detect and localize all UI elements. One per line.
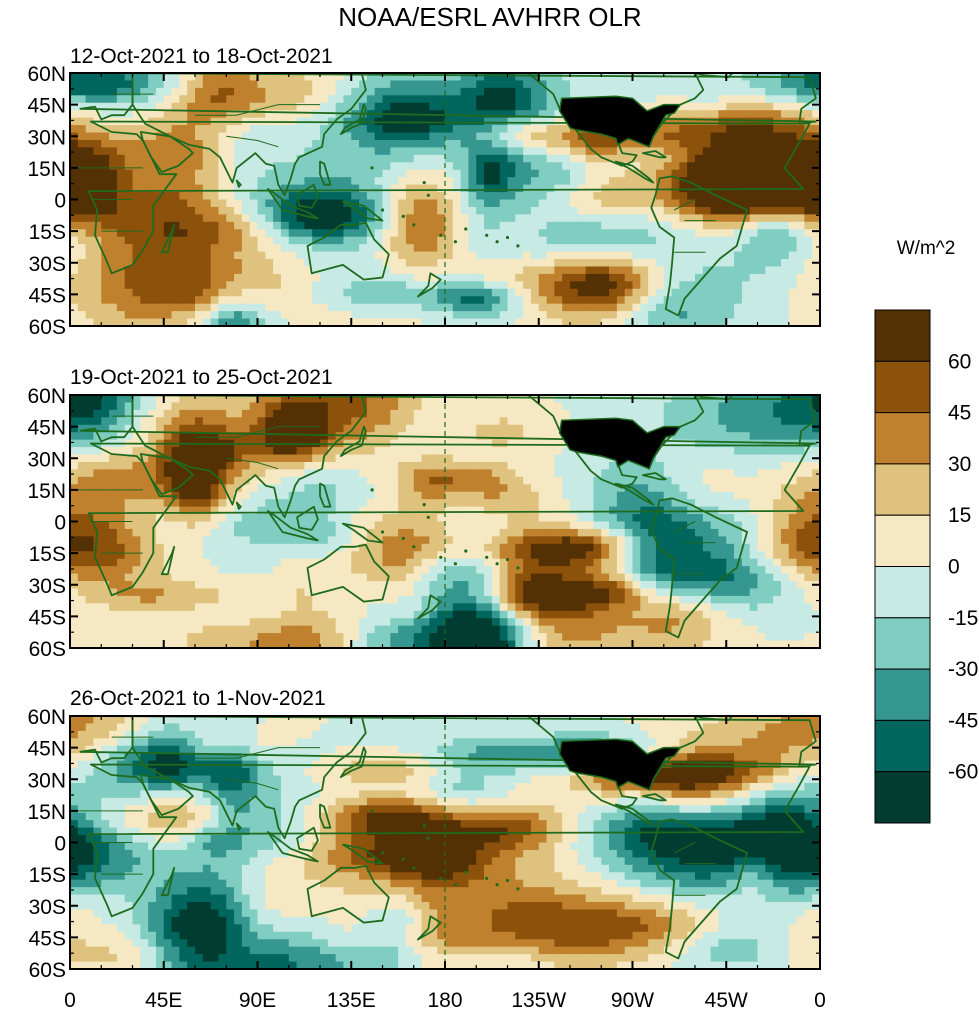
panel-2-coastlines bbox=[70, 395, 817, 639]
lat-tick-label: 30N bbox=[27, 769, 66, 792]
lat-tick-label: 15S bbox=[29, 221, 66, 244]
colorbar-tick-label: -30 bbox=[948, 658, 978, 681]
colorbar-tick-label: 60 bbox=[948, 350, 971, 373]
lon-tick-label: 0 bbox=[64, 989, 76, 1012]
panel-1-coastlines bbox=[70, 73, 817, 317]
lat-tick-label: 0 bbox=[54, 512, 66, 535]
lat-tick-label: 15N bbox=[27, 158, 66, 181]
lat-tick-label: 30N bbox=[27, 448, 66, 471]
colorbar-tick-label: -45 bbox=[948, 709, 978, 732]
lat-tick-label: 15S bbox=[29, 543, 66, 566]
lat-tick-label: 30S bbox=[29, 253, 66, 276]
map-panel-1: 12-Oct-2021 to 18-Oct-2021 60N 45N 30N 15N 0… bbox=[27, 45, 821, 339]
colorbar-boxes: 60 45 30 15 0 -15 -30 -45 -60 bbox=[874, 309, 978, 824]
lat-tick-label: 45S bbox=[29, 606, 66, 629]
panel-1-axes: 60N 45N 30N 15N 0 15S 30S 45S 60S bbox=[27, 63, 821, 339]
colorbar-tick-label: 45 bbox=[948, 402, 971, 425]
lat-tick-label: 0 bbox=[54, 833, 66, 856]
map-panel-2: 19-Oct-2021 to 25-Oct-2021 60N 45N 30N 15N 0… bbox=[27, 366, 821, 661]
lon-tick-label: 180 bbox=[427, 989, 462, 1012]
colorbar-tick-label: 30 bbox=[948, 453, 971, 476]
lon-tick-label: 90W bbox=[611, 989, 654, 1012]
lon-tick-label: 0 bbox=[814, 989, 826, 1012]
lon-tick-label: 135W bbox=[511, 989, 566, 1012]
lat-tick-label: 30S bbox=[29, 575, 66, 598]
colorbar-box bbox=[874, 360, 931, 414]
lat-tick-label: 15N bbox=[27, 801, 66, 824]
lat-tick-label: 45N bbox=[27, 95, 66, 118]
lat-tick-label: 60N bbox=[27, 385, 66, 408]
colorbar-box bbox=[874, 514, 931, 568]
colorbar-tick-label: 0 bbox=[948, 556, 960, 579]
colorbar: W/m^2 60 45 30 15 0 -15 -30 -45 -60 bbox=[874, 238, 978, 824]
panel-3-date-range: 26-Oct-2021 to 1-Nov-2021 bbox=[70, 687, 326, 710]
panel-2-date-range: 19-Oct-2021 to 25-Oct-2021 bbox=[70, 366, 333, 389]
colorbar-tick-label: -60 bbox=[948, 761, 978, 784]
lat-tick-label: 15N bbox=[27, 480, 66, 503]
colorbar-tick-label: -15 bbox=[948, 607, 978, 630]
lat-tick-label: 60N bbox=[27, 63, 66, 86]
colorbar-box bbox=[874, 566, 931, 619]
lon-tick-label: 90E bbox=[239, 989, 276, 1012]
colorbar-box bbox=[874, 719, 931, 773]
colorbar-box bbox=[874, 617, 931, 670]
colorbar-box bbox=[874, 463, 931, 516]
lat-tick-label: 45S bbox=[29, 927, 66, 950]
panel-1-date-range: 12-Oct-2021 to 18-Oct-2021 bbox=[70, 45, 333, 68]
lat-tick-label: 60S bbox=[29, 959, 66, 982]
lat-tick-label: 45N bbox=[27, 738, 66, 761]
colorbar-units: W/m^2 bbox=[897, 238, 956, 259]
map-panel-3: 26-Oct-2021 to 1-Nov-2021 60N 45N 30N 15N 0 1… bbox=[27, 687, 825, 1012]
lon-tick-label: 45W bbox=[705, 989, 748, 1012]
panel-3-axes: 60N 45N 30N 15N 0 15S 30S 45S 60S 0 45E 90E 135E 180 1… bbox=[27, 706, 825, 1012]
lon-tick-label: 135E bbox=[327, 989, 376, 1012]
colorbar-tick-label: 15 bbox=[948, 504, 971, 527]
lat-tick-label: 60N bbox=[27, 706, 66, 729]
lat-tick-label: 0 bbox=[54, 190, 66, 213]
panel-3-coastlines bbox=[70, 716, 817, 960]
panel-2-axes: 60N 45N 30N 15N 0 15S 30S 45S 60S bbox=[27, 385, 821, 661]
colorbar-box bbox=[874, 412, 931, 465]
lat-tick-label: 45S bbox=[29, 284, 66, 307]
lat-tick-label: 60S bbox=[29, 316, 66, 339]
lat-tick-label: 30N bbox=[27, 126, 66, 149]
lat-tick-label: 60S bbox=[29, 638, 66, 661]
colorbar-box bbox=[874, 668, 931, 721]
colorbar-box bbox=[874, 771, 931, 824]
lat-tick-label: 15S bbox=[29, 864, 66, 887]
lat-tick-label: 45N bbox=[27, 417, 66, 440]
figure-title: NOAA/ESRL AVHRR OLR bbox=[338, 2, 641, 32]
lat-tick-label: 30S bbox=[29, 896, 66, 919]
lon-tick-label: 45E bbox=[145, 989, 182, 1012]
colorbar-box bbox=[874, 309, 931, 362]
